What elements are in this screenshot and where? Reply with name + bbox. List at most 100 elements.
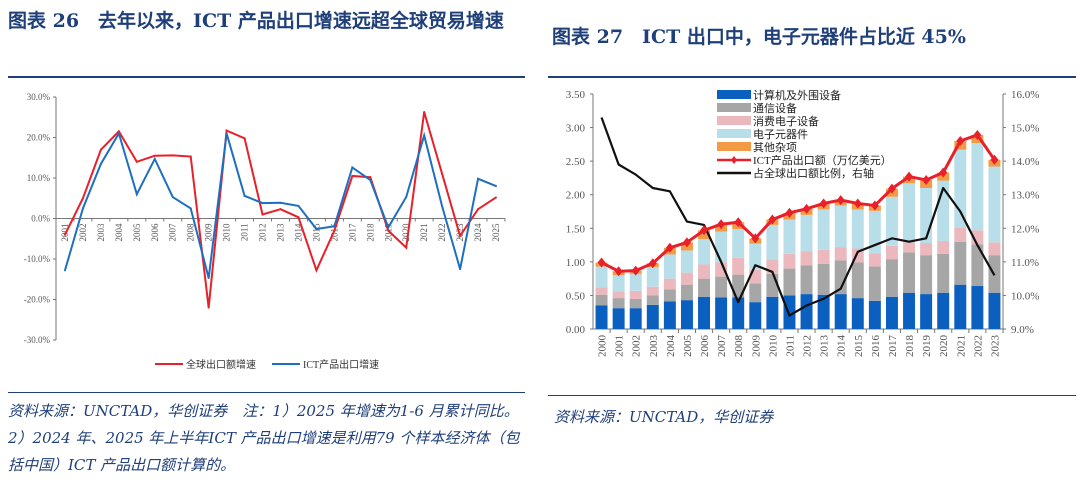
bar-segment bbox=[817, 294, 830, 329]
bar-segment bbox=[817, 249, 830, 264]
data-point bbox=[189, 207, 192, 210]
data-point bbox=[405, 196, 408, 199]
total-marker bbox=[631, 265, 640, 276]
bar-segment bbox=[971, 230, 984, 245]
bar-segment bbox=[595, 266, 608, 288]
bar-segment bbox=[698, 239, 711, 265]
bar-segment bbox=[680, 272, 693, 285]
data-point bbox=[99, 148, 102, 151]
data-point bbox=[477, 177, 480, 180]
bar-segment bbox=[885, 259, 898, 297]
bar-segment bbox=[680, 284, 693, 301]
y-tick-label: 0.0% bbox=[31, 214, 50, 224]
data-point bbox=[477, 208, 480, 211]
bar-segment bbox=[629, 298, 642, 309]
data-point bbox=[81, 207, 84, 210]
total-marker bbox=[768, 214, 777, 225]
left-title-rule bbox=[8, 76, 525, 78]
data-point bbox=[423, 134, 426, 137]
series-line-ict bbox=[64, 130, 497, 279]
data-point bbox=[153, 157, 156, 160]
x-tick-label: 2007 bbox=[716, 335, 728, 358]
bar-segment bbox=[834, 205, 847, 248]
y2-tick-label: 14.0% bbox=[1011, 156, 1039, 168]
y-tick-label: 1.00 bbox=[566, 257, 586, 269]
left-note-rule bbox=[8, 392, 525, 393]
bar-segment bbox=[971, 286, 984, 329]
x-tick-label: 2020 bbox=[401, 223, 411, 242]
data-point bbox=[387, 229, 390, 232]
legend-label: 计算机及外围设备 bbox=[753, 88, 841, 102]
x-tick-label: 2023 bbox=[455, 223, 465, 242]
bar-segment bbox=[851, 209, 864, 249]
bar-segment bbox=[646, 295, 659, 305]
legend-swatch bbox=[717, 103, 751, 112]
total-marker bbox=[870, 200, 879, 211]
x-tick-label: 2012 bbox=[802, 335, 814, 357]
bar-segment bbox=[715, 262, 728, 277]
data-point bbox=[441, 172, 444, 175]
legend-label: 电子元器件 bbox=[753, 128, 808, 141]
data-point bbox=[135, 160, 138, 163]
data-point bbox=[171, 154, 174, 157]
x-tick-label: 2010 bbox=[767, 335, 779, 358]
bar-segment bbox=[937, 292, 950, 329]
bar-segment bbox=[954, 284, 967, 329]
x-tick-label: 2004 bbox=[665, 335, 677, 358]
bar-segment bbox=[629, 308, 642, 329]
bar-segment bbox=[663, 301, 676, 329]
bar-segment bbox=[646, 286, 659, 296]
legend-label: ICT产品出口额（万亿美元） bbox=[753, 153, 892, 167]
x-tick-label: 2023 bbox=[989, 335, 1001, 358]
legend-label: 占全球出口额比例，右轴 bbox=[753, 166, 874, 180]
bar-segment bbox=[612, 291, 625, 299]
x-tick-label: 2018 bbox=[365, 223, 375, 242]
x-tick-label: 2017 bbox=[887, 335, 899, 358]
bar-segment bbox=[834, 247, 847, 261]
bar-segment bbox=[766, 259, 779, 274]
data-point bbox=[243, 194, 246, 197]
x-tick-label: 2003 bbox=[648, 335, 660, 358]
bar-segment bbox=[663, 254, 676, 279]
data-point bbox=[297, 204, 300, 207]
data-point bbox=[207, 306, 210, 309]
total-marker bbox=[939, 167, 948, 178]
bar-segment bbox=[920, 243, 933, 256]
bar-segment bbox=[988, 292, 1001, 329]
bar-segment bbox=[766, 224, 779, 260]
x-tick-label: 2008 bbox=[733, 335, 745, 358]
legend-label: 消费电子设备 bbox=[753, 114, 819, 128]
bar-segment bbox=[612, 308, 625, 329]
y2-tick-label: 16.0% bbox=[1011, 89, 1039, 101]
data-point bbox=[459, 268, 462, 271]
data-point bbox=[117, 132, 120, 135]
x-tick-label: 2014 bbox=[293, 223, 303, 242]
y2-tick-label: 12.0% bbox=[1011, 223, 1039, 235]
total-marker bbox=[922, 174, 931, 185]
bar-segment bbox=[749, 302, 762, 329]
bar-segment bbox=[680, 300, 693, 329]
data-point bbox=[459, 234, 462, 237]
data-point bbox=[63, 233, 66, 236]
bar-segment bbox=[783, 268, 796, 296]
bar-segment bbox=[766, 296, 779, 329]
data-point bbox=[495, 196, 498, 199]
bar-segment bbox=[732, 274, 745, 298]
bar-segment bbox=[595, 305, 608, 329]
data-point bbox=[495, 185, 498, 188]
legend-swatch bbox=[717, 90, 751, 99]
x-tick-label: 2015 bbox=[853, 335, 865, 358]
data-point bbox=[351, 166, 354, 169]
x-tick-label: 2005 bbox=[682, 335, 694, 358]
bar-segment bbox=[954, 241, 967, 285]
data-point bbox=[351, 174, 354, 177]
total-marker bbox=[648, 258, 657, 269]
data-point bbox=[81, 197, 84, 200]
total-marker bbox=[853, 198, 862, 209]
x-tick-label: 2002 bbox=[78, 224, 88, 242]
total-marker bbox=[887, 183, 896, 194]
total-marker bbox=[990, 154, 999, 165]
bar-segment bbox=[868, 266, 881, 301]
y2-tick-label: 9.0% bbox=[1011, 324, 1034, 336]
bar-segment bbox=[903, 242, 916, 253]
